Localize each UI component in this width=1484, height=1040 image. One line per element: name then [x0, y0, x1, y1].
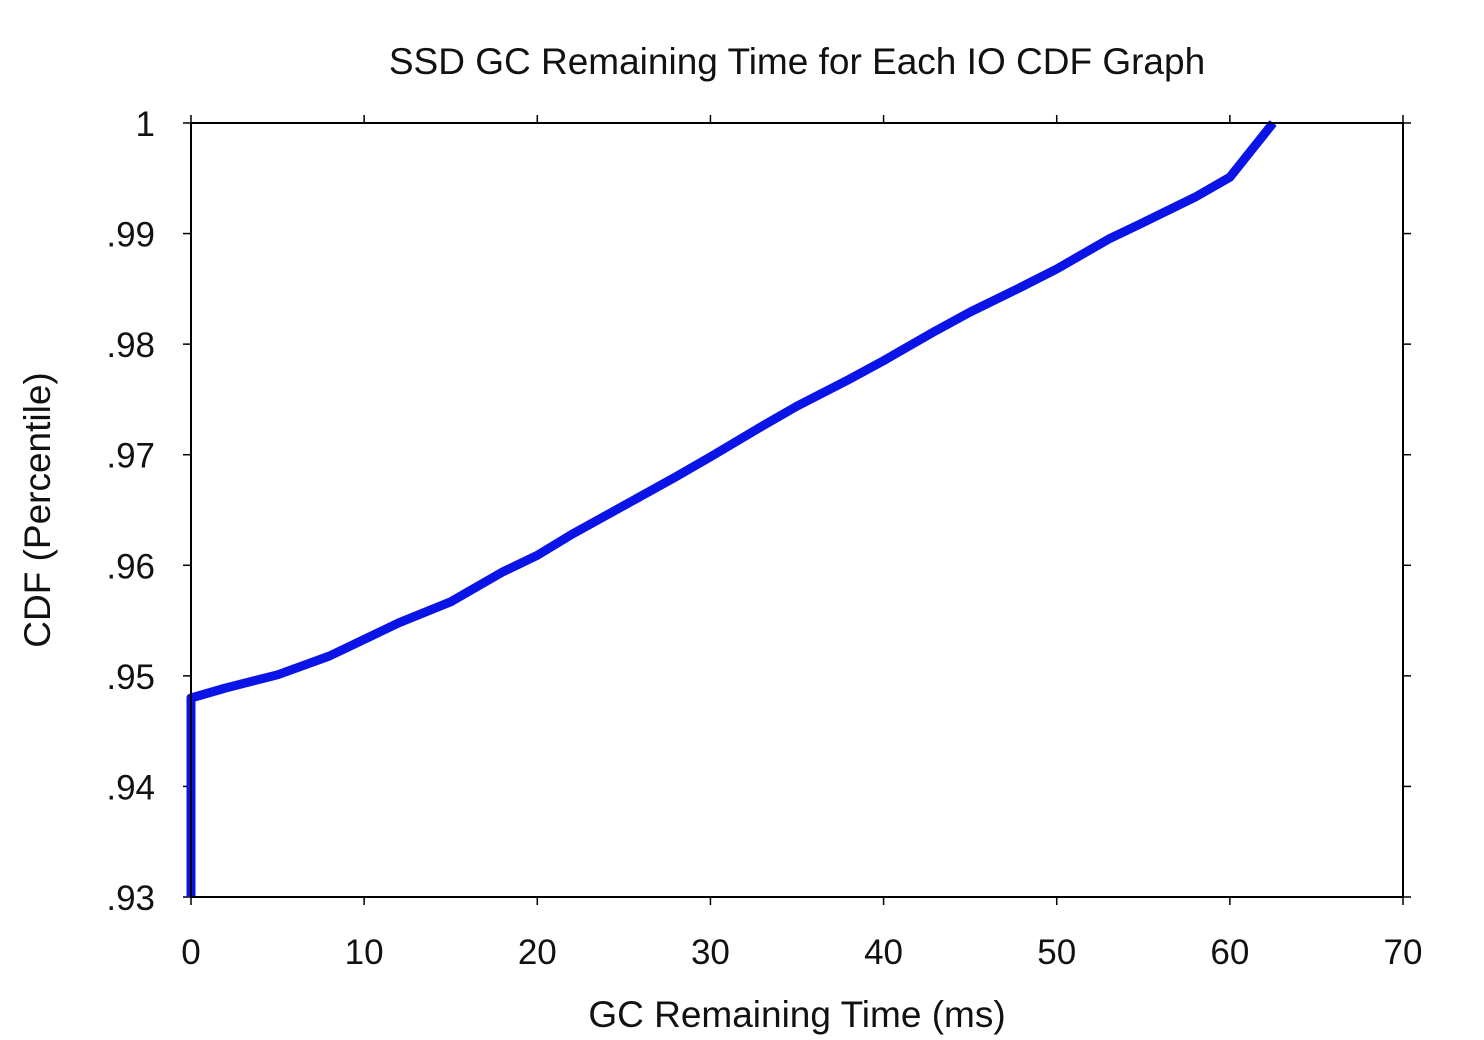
tick-labels: 0 10 20 30 40 50 60 70 .93 .94 .95 .96 .97 .98 .99 1	[106, 105, 1422, 972]
axis-ticks	[183, 115, 1411, 905]
series-layer	[186, 120, 1277, 897]
y-axis-label: CDF (Percentile)	[17, 372, 58, 648]
x-tick-label: 70	[1384, 933, 1423, 972]
x-tick-label: 30	[691, 933, 730, 972]
y-tick-label: .99	[106, 216, 155, 255]
x-axis-label: GC Remaining Time (ms)	[588, 994, 1005, 1035]
y-tick-label: .96	[106, 547, 155, 586]
y-tick-label: .94	[106, 768, 155, 807]
y-tick-label: 1	[136, 105, 155, 144]
y-tick-label: .93	[106, 879, 155, 918]
plot-frame	[190, 122, 1404, 898]
x-tick-label: 50	[1037, 933, 1076, 972]
x-tick-label: 10	[345, 933, 384, 972]
cdf-series-line-0	[186, 120, 1277, 897]
x-tick-label: 20	[518, 933, 557, 972]
y-tick-label: .98	[106, 326, 155, 365]
y-tick-label: .95	[106, 658, 155, 697]
y-tick-label: .97	[106, 437, 155, 476]
chart-title: SSD GC Remaining Time for Each IO CDF Gr…	[389, 41, 1205, 82]
x-tick-label: 60	[1210, 933, 1249, 972]
x-tick-label: 40	[864, 933, 903, 972]
x-tick-label: 0	[181, 933, 200, 972]
